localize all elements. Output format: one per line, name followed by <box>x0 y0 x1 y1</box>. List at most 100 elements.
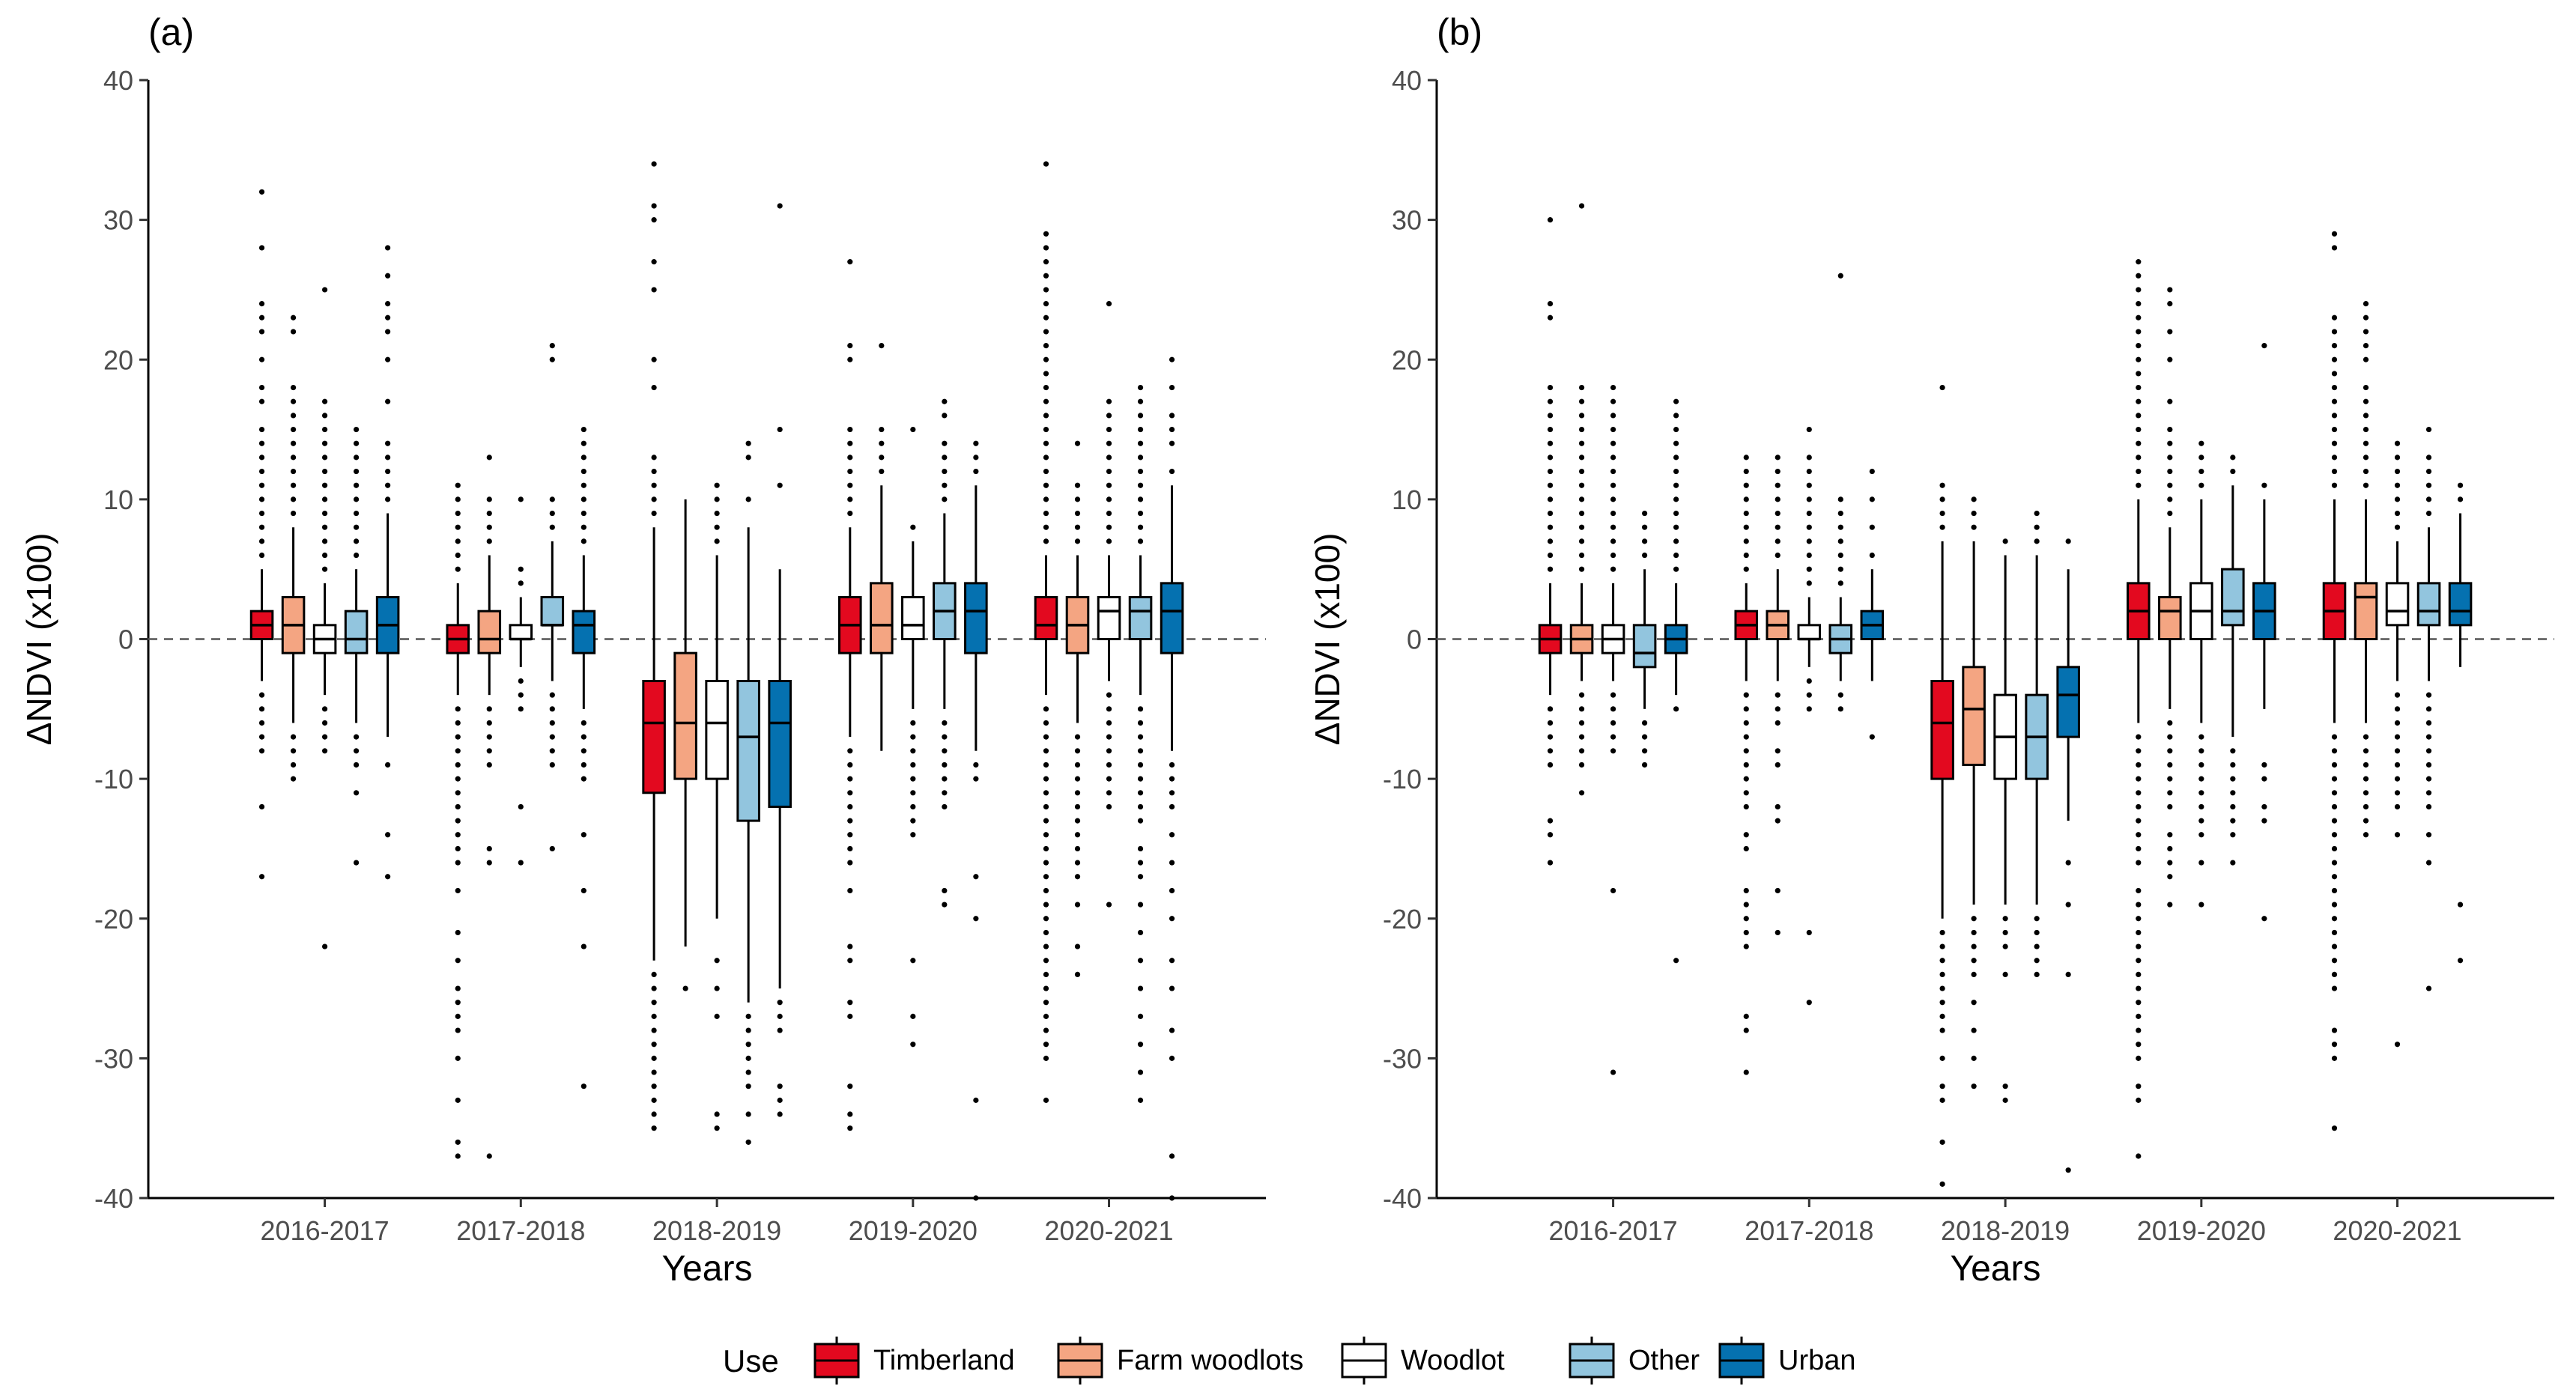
outlier-point <box>455 1055 461 1061</box>
outlier-point <box>1043 384 1049 391</box>
outlier-point <box>1043 301 1049 307</box>
outlier-point <box>1673 468 1679 475</box>
outlier-point <box>2198 455 2204 461</box>
outlier-point <box>2394 468 2401 475</box>
outlier-point <box>2363 468 2369 475</box>
outlier-point <box>651 971 657 977</box>
outlier-point <box>1137 384 1144 391</box>
outlier-point <box>2136 384 2142 391</box>
outlier-point <box>1673 552 1679 559</box>
outlier-point <box>2136 468 2142 475</box>
outlier-point <box>1106 455 1112 461</box>
outlier-point <box>1106 762 1112 768</box>
box-farm-woodlots <box>1569 203 1594 796</box>
outlier-point <box>2167 468 2173 475</box>
y-tick-label: 10 <box>103 484 133 515</box>
outlier-point <box>2136 1000 2142 1006</box>
outlier-point <box>1547 524 1554 530</box>
outlier-point <box>1547 496 1554 502</box>
outlier-point <box>1971 510 1977 517</box>
outlier-point <box>942 496 948 502</box>
panel-label: (b) <box>1437 11 1482 53</box>
outlier-point <box>847 776 853 782</box>
outlier-point <box>1074 496 1081 502</box>
outlier-point <box>2261 916 2267 922</box>
outlier-point <box>2425 776 2432 782</box>
outlier-point <box>581 832 587 838</box>
outlier-point <box>2425 496 2432 502</box>
outlier-point <box>2002 971 2008 977</box>
outlier-point <box>1137 958 1144 964</box>
outlier-point <box>2331 887 2338 894</box>
outlier-point <box>1043 971 1049 977</box>
outlier-point <box>1074 874 1081 880</box>
x-axis-title: Years <box>1951 1249 2041 1289</box>
box-urban <box>2448 482 2473 964</box>
outlier-point <box>1074 818 1081 824</box>
outlier-point <box>321 398 328 404</box>
outlier-point <box>1137 790 1144 796</box>
outlier-point <box>258 748 265 754</box>
outlier-point <box>385 273 391 279</box>
outlier-point <box>1775 496 1781 502</box>
outlier-point <box>2167 720 2173 726</box>
outlier-point <box>1610 413 1616 419</box>
outlier-point <box>1106 538 1112 544</box>
outlier-point <box>486 510 492 517</box>
outlier-point <box>1169 1153 1175 1159</box>
outlier-point <box>2425 692 2432 698</box>
outlier-point <box>455 706 461 712</box>
outlier-point <box>1837 510 1843 517</box>
outlier-point <box>1743 706 1749 712</box>
outlier-point <box>2261 762 2267 768</box>
outlier-point <box>1106 776 1112 782</box>
outlier-point <box>2198 776 2204 782</box>
outlier-point <box>1939 1013 1945 1019</box>
outlier-point <box>2230 762 2236 768</box>
outlier-point <box>2363 314 2369 320</box>
outlier-point <box>1547 398 1554 404</box>
outlier-point <box>2363 329 2369 335</box>
outlier-point <box>2331 413 2338 419</box>
outlier-point <box>1578 496 1585 502</box>
outlier-point <box>942 482 948 488</box>
outlier-point <box>2331 971 2338 977</box>
outlier-point <box>1775 468 1781 475</box>
box-urban <box>1664 398 1688 964</box>
outlier-point <box>2167 287 2173 293</box>
outlier-point <box>1869 524 1875 530</box>
outlier-point <box>714 1125 720 1131</box>
y-tick-label: 30 <box>1392 205 1422 236</box>
outlier-point <box>1043 356 1049 362</box>
outlier-point <box>2136 455 2142 461</box>
iqr-box <box>2416 582 2441 627</box>
outlier-point <box>1610 496 1616 502</box>
outlier-point <box>1043 916 1049 922</box>
outlier-point <box>321 510 328 517</box>
outlier-point <box>1137 1042 1144 1048</box>
outlier-point <box>651 1125 657 1131</box>
outlier-point <box>354 538 360 544</box>
outlier-point <box>2198 818 2204 824</box>
outlier-point <box>455 860 461 866</box>
outlier-point <box>1939 1139 1945 1145</box>
box-woodlot <box>2189 440 2213 908</box>
outlier-point <box>2425 426 2432 433</box>
legend-label: Urban <box>1778 1345 1856 1376</box>
outlier-point <box>1043 943 1049 949</box>
outlier-point <box>290 510 297 517</box>
outlier-point <box>651 217 657 223</box>
outlier-point <box>2136 273 2142 279</box>
outlier-point <box>2034 538 2040 544</box>
outlier-point <box>258 468 265 475</box>
outlier-point <box>745 496 751 502</box>
outlier-point <box>354 496 360 502</box>
outlier-point <box>847 1000 853 1006</box>
box-urban <box>768 203 792 1117</box>
legend-items: Timberland Farm woodlots Woodlot Other Urban <box>813 1337 1856 1385</box>
box-timberland <box>642 161 666 1131</box>
legend: Use Timberland Farm woodlots Woodlot Other U… <box>723 1337 1856 1385</box>
outlier-point <box>486 734 492 740</box>
box-other <box>736 440 760 1145</box>
outlier-point <box>2363 342 2369 349</box>
